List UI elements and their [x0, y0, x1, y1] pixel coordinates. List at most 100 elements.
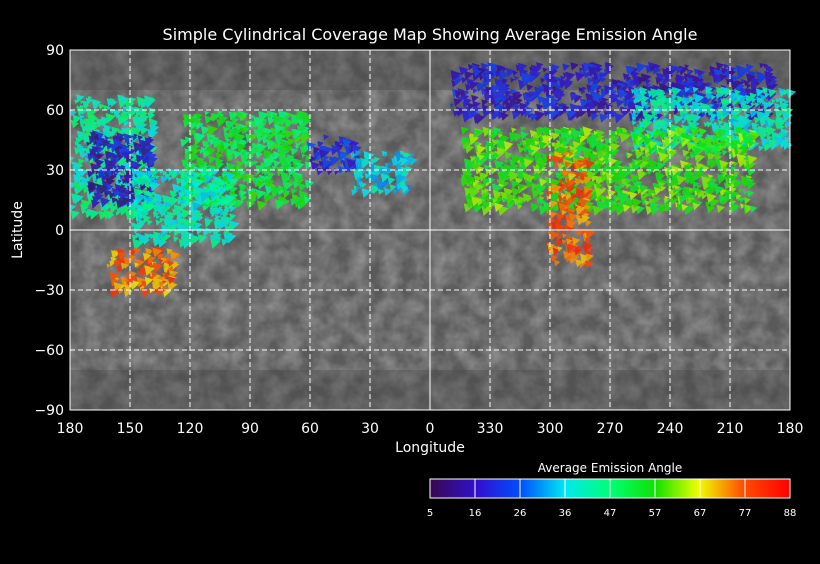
coverage-cell: [126, 273, 137, 284]
colorbar-label: 5: [427, 508, 433, 519]
coverage-cell: [612, 97, 619, 103]
coverage-cell: [511, 187, 522, 198]
coverage-cell: [267, 117, 276, 126]
coverage-cell: [695, 94, 705, 103]
coverage-cell: [256, 143, 261, 148]
y-tick-label: 60: [46, 103, 64, 119]
coverage-cell: [678, 194, 688, 204]
coverage-cell: [200, 191, 211, 203]
coverage-cell: [300, 133, 311, 144]
coverage-cell: [476, 144, 487, 155]
coverage-cell: [87, 114, 99, 126]
coverage-cell: [650, 107, 660, 116]
x-axis: 180 150 120 90 60 30 0 330 300 270 240 210 180: [57, 421, 804, 437]
coverage-cell: [468, 134, 480, 146]
coverage-cell: [167, 176, 174, 182]
coverage-cell: [148, 136, 153, 141]
coverage-cell: [482, 126, 493, 137]
coverage-cell: [655, 96, 664, 105]
coverage-cell: [243, 126, 251, 134]
coverage-cell: [539, 178, 548, 187]
x-tick-label: 0: [426, 421, 435, 437]
coverage-cell: [92, 156, 99, 162]
coverage-cell: [208, 147, 216, 155]
coverage-cell: [177, 196, 183, 202]
coverage-cell: [503, 181, 509, 187]
coverage-cell: [553, 142, 562, 151]
coverage-cell: [510, 77, 515, 83]
coverage-cell: [505, 174, 511, 180]
coverage-cell: [735, 193, 742, 200]
coverage-cell: [779, 90, 787, 97]
coverage-cell: [105, 161, 116, 173]
coverage-cell: [550, 254, 558, 263]
coverage-cell: [146, 219, 153, 226]
coverage-cell: [179, 169, 189, 179]
coverage-cell: [766, 84, 773, 90]
coverage-cell: [582, 126, 593, 137]
coverage-cell: [733, 171, 740, 177]
coverage-cell: [180, 138, 189, 148]
coverage-cell: [112, 139, 123, 149]
coverage-cell: [199, 149, 205, 154]
coverage-cell: [555, 239, 564, 247]
coverage-cell: [117, 94, 124, 101]
coverage-cell: [614, 135, 619, 141]
coverage-cell: [148, 162, 155, 169]
coverage-cell: [691, 106, 697, 112]
coverage-cell: [76, 94, 85, 103]
coverage-cell: [498, 133, 503, 139]
coverage-cell: [250, 114, 256, 120]
coverage-cell: [212, 137, 223, 149]
coverage-cell: [778, 97, 786, 105]
coverage-cell: [482, 152, 490, 160]
coverage-cell: [169, 190, 176, 197]
coverage-cell: [684, 164, 693, 173]
coverage-cell: [593, 100, 600, 107]
coverage-cell: [119, 259, 126, 266]
coverage-cell: [774, 136, 785, 147]
coverage-cell: [755, 88, 765, 97]
coverage-cell: [730, 203, 740, 213]
coverage-cell: [717, 128, 728, 139]
coverage-cell: [675, 66, 684, 74]
coverage-cell: [298, 183, 307, 192]
coverage-cell: [147, 112, 156, 121]
coverage-cell: [163, 256, 172, 265]
coverage-cell: [749, 109, 759, 119]
coverage-cell: [137, 135, 144, 141]
coverage-cell: [585, 237, 592, 244]
coverage-cell: [640, 100, 649, 109]
coverage-cell: [355, 157, 363, 166]
coverage-cell: [273, 159, 282, 168]
coverage-cell: [632, 74, 643, 86]
coverage-cell: [138, 207, 150, 218]
coverage-cell: [283, 125, 289, 130]
coverage-cell: [305, 179, 315, 189]
coverage-cell: [750, 102, 756, 108]
coverage-cell: [240, 183, 246, 189]
coverage-cell: [652, 120, 659, 126]
coverage-cell: [538, 163, 545, 171]
x-tick-label: 90: [241, 421, 259, 437]
coverage-cell: [543, 126, 555, 137]
coverage-cell: [589, 152, 600, 164]
coverage-cell: [735, 126, 745, 136]
coverage-cell: [191, 147, 200, 157]
coverage-cell: [731, 142, 738, 150]
coverage-cell: [627, 91, 636, 100]
coverage-cell: [73, 174, 85, 186]
coverage-cell: [708, 71, 714, 77]
coverage-cell: [706, 106, 717, 117]
y-tick-label: −90: [34, 403, 64, 419]
coverage-cell: [575, 71, 586, 82]
coverage-cell: [738, 188, 744, 194]
coverage-cell: [539, 199, 546, 205]
coverage-cell: [329, 156, 340, 167]
plot-frame: [69, 49, 791, 411]
coverage-cell: [221, 211, 229, 219]
coverage-cell: [342, 138, 352, 148]
coverage-cell: [220, 199, 226, 205]
coverage-cell: [387, 176, 396, 185]
coverage-cell: [131, 215, 136, 221]
